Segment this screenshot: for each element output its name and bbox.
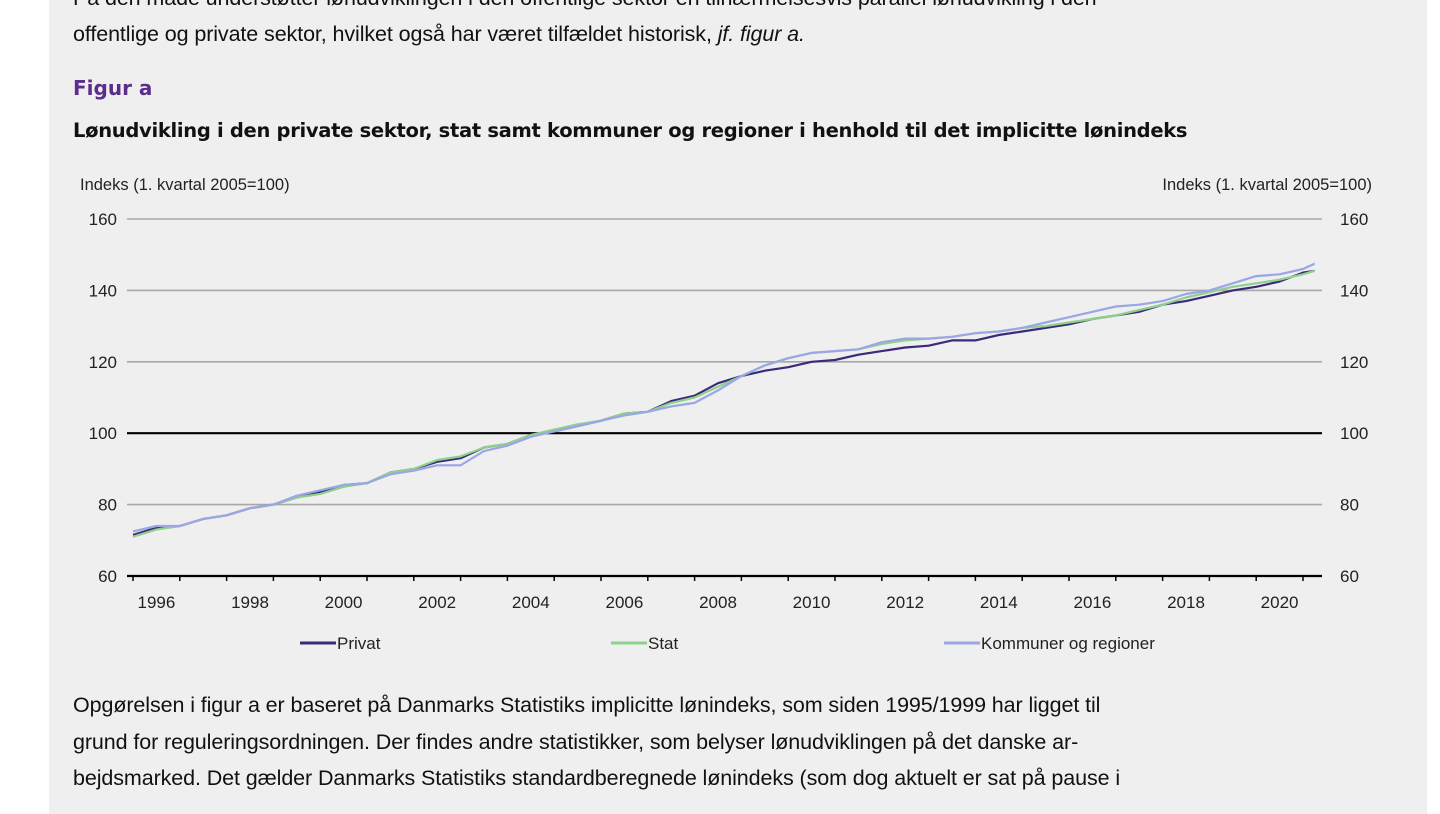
y-tick-label-right: 140 (1340, 281, 1368, 300)
x-tick-label: 2004 (512, 593, 550, 612)
x-tick-label: 2016 (1073, 593, 1111, 612)
y-tick-label-left: 120 (89, 353, 117, 372)
y-tick-label-right: 80 (1340, 496, 1359, 515)
y-tick-label-right: 120 (1340, 353, 1368, 372)
figure-reference-end: a. (781, 22, 805, 46)
y-tick-label-left: 60 (98, 567, 117, 586)
y-tick-label-right: 100 (1340, 424, 1368, 443)
x-tick-label: 2020 (1261, 593, 1299, 612)
legend-label: Kommuner og regioner (981, 634, 1155, 653)
intro-line-1: På den måde understøtter lønudviklingen … (73, 0, 1097, 11)
intro-text: offentlige og private sektor, hvilket og… (73, 22, 718, 46)
figure-label: Figur a (73, 76, 153, 100)
x-tick-label: 2018 (1167, 593, 1205, 612)
x-tick-label: 2010 (793, 593, 831, 612)
figure-reference: jf. figur (717, 22, 782, 46)
x-tick-label: 1996 (137, 593, 175, 612)
y-axis-label-right: Indeks (1. kvartal 2005=100) (1162, 176, 1372, 194)
document-panel (49, 0, 1427, 814)
series-line-3 (132, 262, 1316, 533)
intro-line-2: offentlige og private sektor, hvilket og… (73, 22, 805, 47)
y-tick-label-right: 160 (1340, 210, 1368, 229)
y-tick-label-left: 160 (89, 210, 117, 229)
x-tick-label: 2000 (325, 593, 363, 612)
x-tick-label: 2012 (886, 593, 924, 612)
x-tick-label: 2006 (605, 593, 643, 612)
legend-label: Privat (337, 634, 381, 653)
x-tick-label: 2002 (418, 593, 456, 612)
body-line-1: Opgørelsen i figur a er baseret på Danma… (73, 693, 1101, 717)
y-tick-label-left: 80 (98, 496, 117, 515)
body-line-2: grund for reguleringsordningen. Der find… (73, 730, 1079, 754)
x-tick-label: 1998 (231, 593, 269, 612)
body-line-3: bejdsmarked. Det gælder Danmarks Statist… (73, 766, 1121, 790)
y-tick-label-right: 60 (1340, 567, 1359, 586)
series-line-2 (132, 269, 1316, 538)
x-tick-label: 2008 (699, 593, 737, 612)
y-tick-label-left: 140 (89, 281, 117, 300)
y-axis-label-left: Indeks (1. kvartal 2005=100) (80, 176, 290, 194)
x-tick-label: 2014 (980, 593, 1018, 612)
figure-title: Lønudvikling i den private sektor, stat … (73, 119, 1188, 142)
y-tick-label-left: 100 (89, 424, 117, 443)
legend-label: Stat (648, 634, 679, 653)
